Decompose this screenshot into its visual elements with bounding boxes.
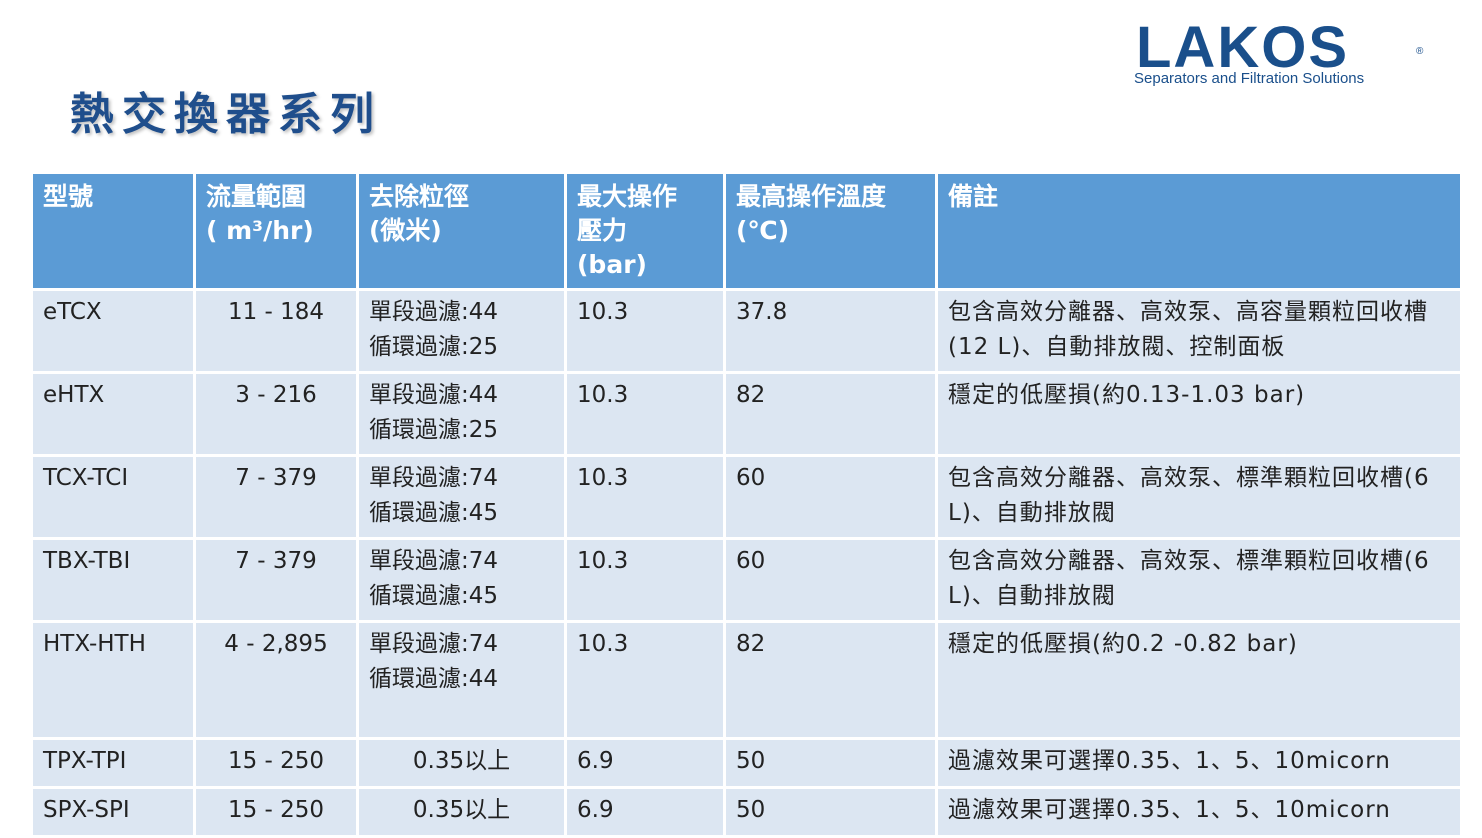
- cell-particle: 單段過濾:74 循環過濾:45: [356, 537, 567, 623]
- cell-remarks: 過濾效果可選擇0.35、1、5、10micorn: [935, 786, 1463, 838]
- header-max-temperature: 最高操作溫度 (℃): [723, 171, 938, 291]
- cell-model: HTX-HTH: [30, 620, 196, 740]
- cell-flow: 3 - 216: [193, 371, 359, 457]
- cell-pressure: 6.9: [564, 786, 726, 838]
- cell-remarks: 包含高效分離器、高效泵、標準顆粒回收槽(6 L)、自動排放閥: [935, 537, 1463, 623]
- cell-temperature: 50: [723, 786, 938, 838]
- cell-model: TCX-TCI: [30, 454, 196, 540]
- cell-temperature: 60: [723, 537, 938, 623]
- cell-particle: 0.35以上: [356, 786, 567, 838]
- table-header-row: 型號 流量範圍 ( m³/hr) 去除粒徑 (微米) 最大操作 壓力 (bar)…: [30, 171, 1463, 291]
- cell-particle: 單段過濾:74 循環過濾:44: [356, 620, 567, 740]
- logo-registered-mark: ®: [1416, 46, 1424, 57]
- header-max-pressure: 最大操作 壓力 (bar): [564, 171, 726, 291]
- table-row: SPX-SPI 15 - 250 0.35以上 6.9 50 過濾效果可選擇0.…: [30, 786, 1463, 838]
- table-row: HTX-HTH 4 - 2,895 單段過濾:74 循環過濾:44 10.3 82…: [30, 620, 1463, 740]
- cell-flow: 7 - 379: [193, 454, 359, 540]
- cell-model: eHTX: [30, 371, 196, 457]
- cell-model: TBX-TBI: [30, 537, 196, 623]
- cell-particle: 單段過濾:74 循環過濾:45: [356, 454, 567, 540]
- cell-flow: 4 - 2,895: [193, 620, 359, 740]
- cell-remarks: 過濾效果可選擇0.35、1、5、10micorn: [935, 737, 1463, 789]
- cell-temperature: 50: [723, 737, 938, 789]
- cell-flow: 11 - 184: [193, 288, 359, 374]
- cell-model: eTCX: [30, 288, 196, 374]
- page-title: 熱交換器系列: [70, 89, 382, 140]
- header-flow-range: 流量範圍 ( m³/hr): [193, 171, 359, 291]
- cell-flow: 15 - 250: [193, 786, 359, 838]
- cell-particle: 0.35以上: [356, 737, 567, 789]
- cell-remarks: 包含高效分離器、高效泵、高容量顆粒回收槽(12 L)、自動排放閥、控制面板: [935, 288, 1463, 374]
- cell-flow: 7 - 379: [193, 537, 359, 623]
- header-model: 型號: [30, 171, 196, 291]
- cell-remarks: 穩定的低壓損(約0.13-1.03 bar): [935, 371, 1463, 457]
- table-row: eHTX 3 - 216 單段過濾:44 循環過濾:25 10.3 82 穩定的低…: [30, 371, 1463, 457]
- cell-model: TPX-TPI: [30, 737, 196, 789]
- cell-pressure: 10.3: [564, 371, 726, 457]
- cell-pressure: 10.3: [564, 620, 726, 740]
- cell-remarks: 穩定的低壓損(約0.2 -0.82 bar): [935, 620, 1463, 740]
- cell-temperature: 60: [723, 454, 938, 540]
- logo-tagline: Separators and Filtration Solutions: [1134, 70, 1365, 87]
- table-row: TCX-TCI 7 - 379 單段過濾:74 循環過濾:45 10.3 60 包…: [30, 454, 1463, 540]
- cell-temperature: 37.8: [723, 288, 938, 374]
- cell-temperature: 82: [723, 371, 938, 457]
- header-remarks: 備註: [935, 171, 1463, 291]
- cell-particle: 單段過濾:44 循環過濾:25: [356, 371, 567, 457]
- table-row: TBX-TBI 7 - 379 單段過濾:74 循環過濾:45 10.3 60 包…: [30, 537, 1463, 623]
- cell-temperature: 82: [723, 620, 938, 740]
- cell-pressure: 6.9: [564, 737, 726, 789]
- table-row: eTCX 11 - 184 單段過濾:44 循環過濾:25 10.3 37.8 包…: [30, 288, 1463, 374]
- cell-pressure: 10.3: [564, 537, 726, 623]
- cell-particle: 單段過濾:44 循環過濾:25: [356, 288, 567, 374]
- cell-pressure: 10.3: [564, 454, 726, 540]
- cell-model: SPX-SPI: [30, 786, 196, 838]
- header-particle-size: 去除粒徑 (微米): [356, 171, 567, 291]
- lakos-logo: LAKOS ® Separators and Filtration Soluti…: [1130, 14, 1430, 94]
- cell-flow: 15 - 250: [193, 737, 359, 789]
- heat-exchanger-spec-table: 型號 流量範圍 ( m³/hr) 去除粒徑 (微米) 最大操作 壓力 (bar)…: [30, 171, 1463, 838]
- cell-pressure: 10.3: [564, 288, 726, 374]
- logo-wordmark: LAKOS: [1136, 15, 1349, 80]
- table-row: TPX-TPI 15 - 250 0.35以上 6.9 50 過濾效果可選擇0.…: [30, 737, 1463, 789]
- cell-remarks: 包含高效分離器、高效泵、標準顆粒回收槽(6 L)、自動排放閥: [935, 454, 1463, 540]
